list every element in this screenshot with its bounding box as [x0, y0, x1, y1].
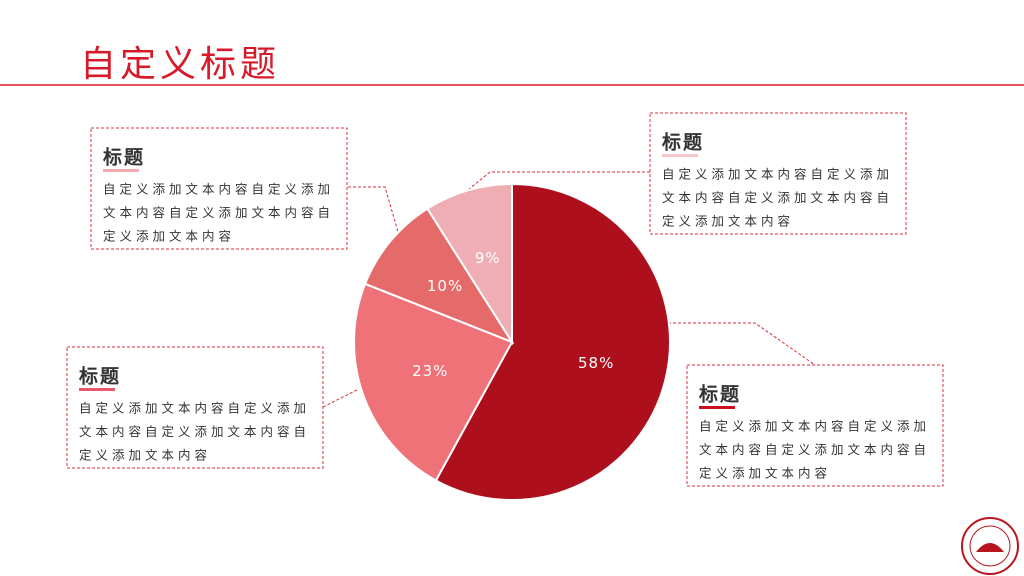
connector [348, 186, 399, 233]
pie-slice [353, 282, 514, 482]
connector [668, 322, 816, 366]
value-label: 10% [427, 277, 463, 295]
callout-underline [103, 169, 139, 172]
callout-title: 标题 [79, 366, 121, 388]
callout-text: 文本内容自定义添加文本内容自 [699, 442, 930, 457]
callout-underline [79, 388, 115, 391]
callout-text: 文本内容自定义添加文本内容自 [103, 205, 334, 220]
callout-text: 自定义添加文本内容自定义添加 [103, 182, 334, 197]
callout-underline [662, 154, 698, 157]
callout-text: 定义添加文本内容 [699, 466, 831, 481]
callout-text: 文本内容自定义添加文本内容自 [662, 190, 893, 205]
pie-slice [363, 207, 515, 345]
callout-text: 定义添加文本内容 [79, 448, 211, 463]
value-label: 58% [578, 354, 614, 372]
callout-title: 标题 [662, 132, 704, 154]
value-label: 9% [475, 249, 501, 267]
callout-box [66, 346, 324, 469]
callout-text: 定义添加文本内容 [103, 229, 235, 244]
callout-title: 标题 [699, 384, 741, 406]
connector [322, 389, 358, 408]
callout-text: 自定义添加文本内容自定义添加 [662, 167, 893, 182]
slide-title: 自定义标题 [80, 44, 280, 85]
callout-underline [699, 406, 735, 409]
callout-box [649, 112, 907, 235]
callout-box [90, 127, 348, 250]
callout-text: 自定义添加文本内容自定义添加 [699, 419, 930, 434]
callout-title: 标题 [103, 147, 145, 169]
callout-text: 定义添加文本内容 [662, 214, 794, 229]
value-label: 23% [412, 362, 448, 380]
logo [961, 517, 1019, 575]
connector [467, 171, 650, 191]
pie-slice [425, 182, 513, 346]
callout-text: 文本内容自定义添加文本内容自 [79, 424, 310, 439]
pie-slice [434, 182, 671, 501]
callout-text: 自定义添加文本内容自定义添加 [79, 401, 310, 416]
callout-box [686, 364, 944, 487]
